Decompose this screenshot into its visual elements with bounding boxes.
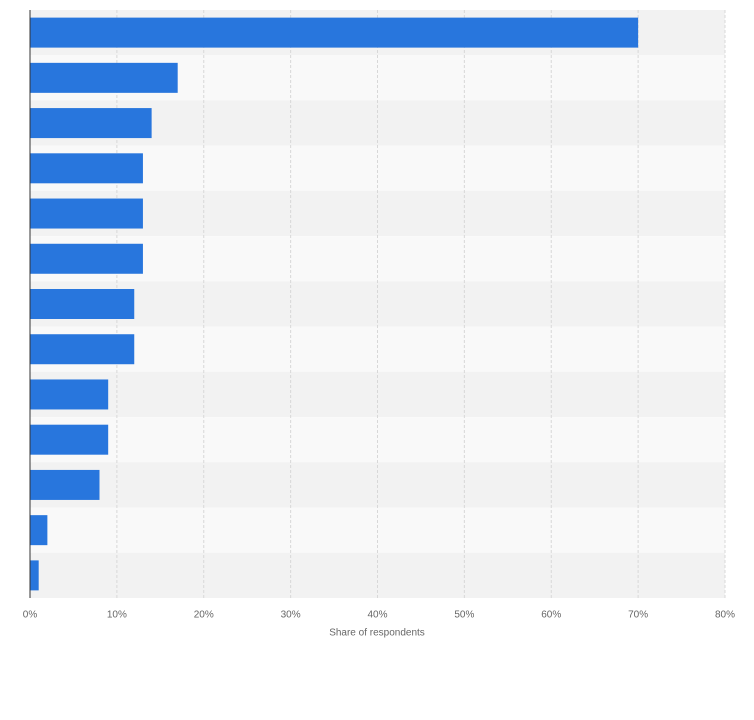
row-band — [30, 281, 725, 327]
bar — [30, 334, 135, 365]
x-tick-label: 10% — [107, 610, 127, 621]
x-axis-label: Share of respondents — [329, 628, 425, 639]
bar — [30, 243, 143, 274]
x-tick-label: 20% — [194, 610, 214, 621]
row-band — [30, 236, 725, 282]
bar — [30, 289, 135, 319]
x-tick-label: 60% — [541, 610, 561, 621]
x-tick-label: 0% — [23, 610, 38, 621]
bar — [30, 560, 39, 591]
bar — [30, 379, 109, 410]
bar — [30, 153, 143, 184]
bar — [30, 515, 48, 546]
bar — [30, 108, 152, 139]
bar — [30, 424, 109, 455]
row-band — [30, 326, 725, 372]
bar — [30, 17, 639, 48]
row-band — [30, 145, 725, 191]
x-tick-label: 40% — [367, 610, 387, 621]
bar — [30, 198, 143, 229]
row-band — [30, 190, 725, 237]
x-tick-label: 80% — [715, 610, 735, 621]
row-band — [30, 371, 725, 418]
bar — [30, 62, 178, 93]
x-tick-label: 30% — [281, 610, 301, 621]
x-tick-label: 70% — [628, 610, 648, 621]
row-band — [30, 417, 725, 463]
bar — [30, 469, 100, 500]
x-tick-label: 50% — [454, 610, 474, 621]
